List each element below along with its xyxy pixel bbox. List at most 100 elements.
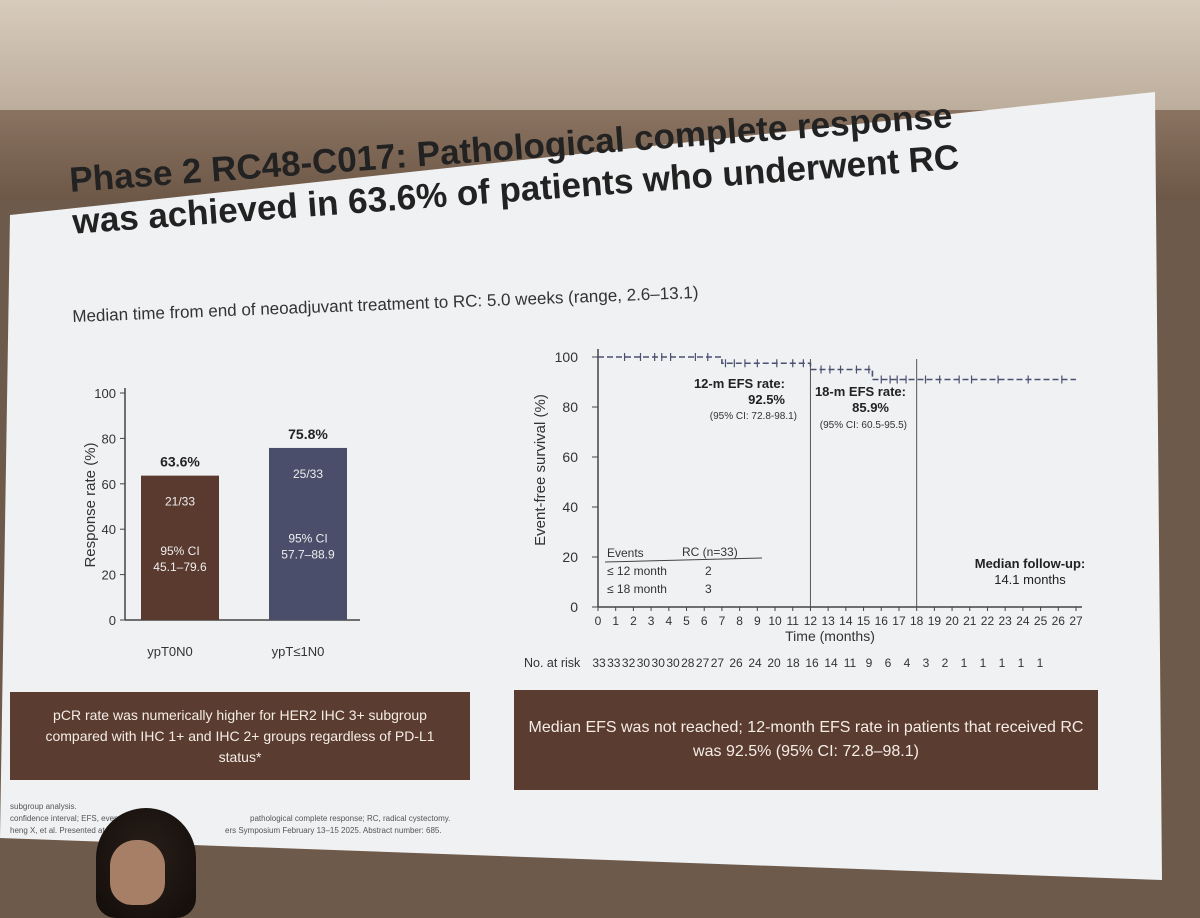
km-x-tick-label: 7 [719, 614, 726, 628]
bar-y-tick-label: 0 [109, 613, 116, 628]
at-risk-value: 3 [923, 656, 930, 670]
km-x-tick-label: 9 [754, 614, 761, 628]
at-risk-value: 32 [622, 656, 636, 670]
at-risk-value: 1 [1037, 656, 1044, 670]
footnote-5: ers Symposium February 13–15 2025. Abstr… [225, 826, 442, 835]
bar-1 [141, 475, 219, 620]
km-x-tick-label: 8 [736, 614, 743, 628]
km-x-tick-label: 25 [1034, 614, 1048, 628]
ceiling [0, 0, 1200, 125]
km-x-tick-label: 4 [665, 614, 672, 628]
followup-value: 14.1 months [994, 572, 1066, 587]
at-risk-value: 33 [592, 656, 606, 670]
bar-count-label: 21/33 [165, 495, 195, 509]
km-x-tick-label: 21 [963, 614, 977, 628]
bar-category-label: ypT≤1N0 [272, 644, 325, 659]
bar-ci-label-line1: 95% CI [160, 544, 199, 558]
km-x-tick-label: 20 [945, 614, 959, 628]
at-risk-value: 27 [696, 656, 710, 670]
events-table-row-label: ≤ 12 month [607, 564, 667, 578]
bar-y-tick-label: 100 [94, 386, 116, 401]
km-x-tick-label: 0 [595, 614, 602, 628]
efs12-value: 92.5% [748, 392, 785, 407]
km-x-tick-label: 22 [981, 614, 995, 628]
events-table-header-rc: RC (n=33) [682, 545, 738, 559]
km-y-tick-label: 100 [555, 349, 579, 365]
at-risk-value: 1 [961, 656, 968, 670]
bar-chart-marks: 63.6% 21/33 95% CI 45.1–79.6 ypT0N0 75.8% 25/3… [141, 426, 347, 659]
km-x-tick-label: 26 [1052, 614, 1066, 628]
footnote-1: subgroup analysis. [10, 802, 77, 811]
km-chart-y-axis-label: Event-free survival (%) [532, 394, 549, 546]
km-x-tick-label: 24 [1016, 614, 1030, 628]
events-table-row-value: 3 [705, 582, 712, 596]
events-table-header-events: Events [607, 546, 644, 560]
km-x-tick-label: 2 [630, 614, 637, 628]
km-x-tick-label: 27 [1069, 614, 1083, 628]
bar-ci-label-line2: 57.7–88.9 [281, 548, 335, 562]
bar-y-tick-label: 80 [102, 431, 116, 446]
km-x-tick-label: 12 [804, 614, 818, 628]
bar-y-tick-label: 20 [102, 568, 116, 583]
at-risk-value: 27 [711, 656, 725, 670]
efs18-value: 85.9% [852, 400, 889, 415]
events-table-row-value: 2 [705, 564, 712, 578]
at-risk-value: 6 [885, 656, 892, 670]
at-risk-value: 33 [607, 656, 621, 670]
km-chart-marks: 12-m EFS rate:92.5%(95% CI: 72.8-98.1)18… [524, 353, 1085, 670]
followup-title: Median follow-up: [975, 556, 1085, 571]
at-risk-value: 28 [681, 656, 695, 670]
km-x-tick-label: 18 [910, 614, 924, 628]
slide-background [0, 92, 1162, 880]
at-risk-value: 30 [652, 656, 666, 670]
km-x-tick-label: 6 [701, 614, 708, 628]
km-y-tick-label: 40 [562, 499, 578, 515]
bar-chart-y-axis-label: Response rate (%) [82, 442, 99, 567]
at-risk-value: 16 [805, 656, 819, 670]
at-risk-value: 24 [748, 656, 762, 670]
bar-y-tick-label: 60 [102, 477, 116, 492]
efs12-ci: (95% CI: 72.8-98.1) [710, 411, 797, 422]
footnote-3: pathological complete response; RC, radi… [250, 814, 451, 823]
at-risk-value: 20 [767, 656, 781, 670]
presenter-face [110, 840, 165, 905]
at-risk-value: 1 [999, 656, 1006, 670]
footnote-2: confidence interval; EFS, event [10, 814, 121, 823]
km-survival-curve [598, 356, 1076, 381]
at-risk-label: No. at risk [524, 656, 581, 670]
events-table-row-label: ≤ 18 month [607, 582, 667, 596]
km-y-tick-label: 20 [562, 549, 578, 565]
km-chart-x-axis-label: Time (months) [785, 628, 875, 644]
km-x-tick-label: 17 [892, 614, 906, 628]
right-summary-box: Median EFS was not reached; 12-month EFS… [514, 690, 1098, 790]
efs18-title: 18-m EFS rate: [815, 384, 906, 399]
km-x-tick-label: 14 [839, 614, 853, 628]
at-risk-value: 1 [1018, 656, 1025, 670]
efs18-ci: (95% CI: 60.5-95.5) [820, 420, 907, 431]
bar-value-label: 75.8% [288, 426, 328, 442]
footnote-4: heng X, et al. Presented at A [10, 826, 112, 835]
bar-y-tick-label: 40 [102, 522, 116, 537]
at-risk-value: 9 [866, 656, 873, 670]
at-risk-value: 14 [824, 656, 838, 670]
bar-value-label: 63.6% [160, 454, 200, 470]
left-summary-box: pCR rate was numerically higher for HER2… [10, 692, 470, 780]
km-y-tick-label: 0 [570, 599, 578, 615]
km-y-tick-label: 60 [562, 449, 578, 465]
km-x-tick-label: 3 [648, 614, 655, 628]
km-x-tick-label: 19 [928, 614, 942, 628]
bar-2 [269, 447, 347, 620]
at-risk-value: 1 [980, 656, 987, 670]
at-risk-value: 30 [666, 656, 680, 670]
km-x-tick-label: 10 [768, 614, 782, 628]
at-risk-value: 11 [844, 656, 857, 670]
km-x-tick-label: 23 [999, 614, 1013, 628]
km-x-tick-label: 13 [821, 614, 835, 628]
bar-ci-label-line1: 95% CI [288, 532, 327, 546]
events-table-rule [604, 557, 763, 563]
